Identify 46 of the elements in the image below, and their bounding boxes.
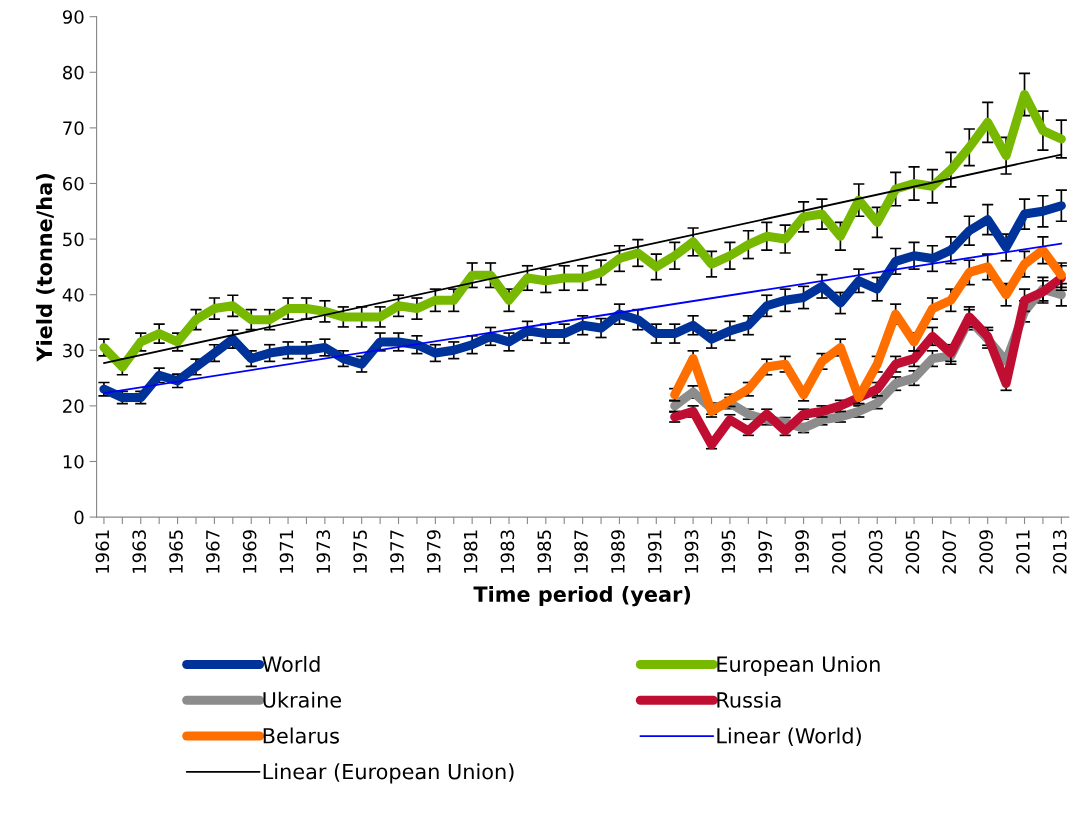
x-axis-title: Time period (year) — [473, 585, 691, 607]
legend-label: World — [262, 655, 320, 673]
x-tick-label: 1997 — [758, 530, 772, 573]
x-tick-label: 1987 — [574, 530, 588, 573]
y-tick-label: 0 — [74, 510, 84, 525]
x-tick-label: 2009 — [979, 530, 993, 574]
x-tick-label: 1985 — [537, 530, 552, 573]
x-tick-label: 1969 — [242, 530, 257, 573]
y-tick-label: 60 — [63, 176, 84, 191]
x-tick-label: 2007 — [942, 530, 957, 574]
legend-label: Ukraine — [263, 691, 342, 708]
x-tick-label: 1989 — [611, 530, 625, 573]
y-tick-label: 20 — [63, 399, 84, 413]
x-tick-label: 1979 — [426, 530, 441, 573]
y-tick-label: 30 — [63, 343, 84, 358]
legend-label: Russia — [717, 691, 781, 708]
x-tick-label: 2011 — [1016, 530, 1030, 574]
legend-label: Linear (European Union) — [263, 763, 514, 784]
x-tick-label: 1993 — [684, 530, 699, 573]
x-tick-label: 1983 — [500, 530, 515, 573]
x-tick-label: 1995 — [721, 530, 736, 573]
x-tick-label: 1971 — [279, 530, 294, 573]
x-tick-label: 1999 — [795, 530, 809, 573]
x-tick-label: 1981 — [463, 530, 478, 573]
y-tick-label: 40 — [62, 288, 84, 302]
x-tick-label: 1965 — [169, 530, 183, 573]
legend-label: Linear (World) — [717, 727, 861, 747]
x-tick-label: 1975 — [353, 530, 367, 573]
x-tick-label: 1967 — [205, 530, 220, 573]
x-tick-label: 1973 — [316, 530, 331, 573]
x-tick-label: 1963 — [132, 530, 146, 573]
x-tick-label: 2013 — [1052, 530, 1067, 574]
y-tick-label: 50 — [63, 232, 84, 247]
x-tick-label: 2003 — [868, 530, 883, 574]
y-axis-title: Yield (tonne/ha) — [36, 174, 55, 362]
x-tick-label: 1977 — [390, 530, 404, 573]
x-tick-label: 2005 — [905, 530, 920, 574]
y-tick-label: 10 — [63, 454, 84, 469]
legend-label: Belarus — [263, 727, 339, 744]
x-tick-label: 1991 — [647, 530, 662, 573]
legend-label: European Union — [717, 655, 880, 677]
y-tick-label: 70 — [63, 121, 84, 135]
y-tick-label: 80 — [63, 65, 84, 80]
x-tick-label: 1961 — [95, 530, 110, 573]
y-tick-label: 90 — [62, 10, 84, 24]
x-tick-label: 2001 — [831, 530, 846, 574]
